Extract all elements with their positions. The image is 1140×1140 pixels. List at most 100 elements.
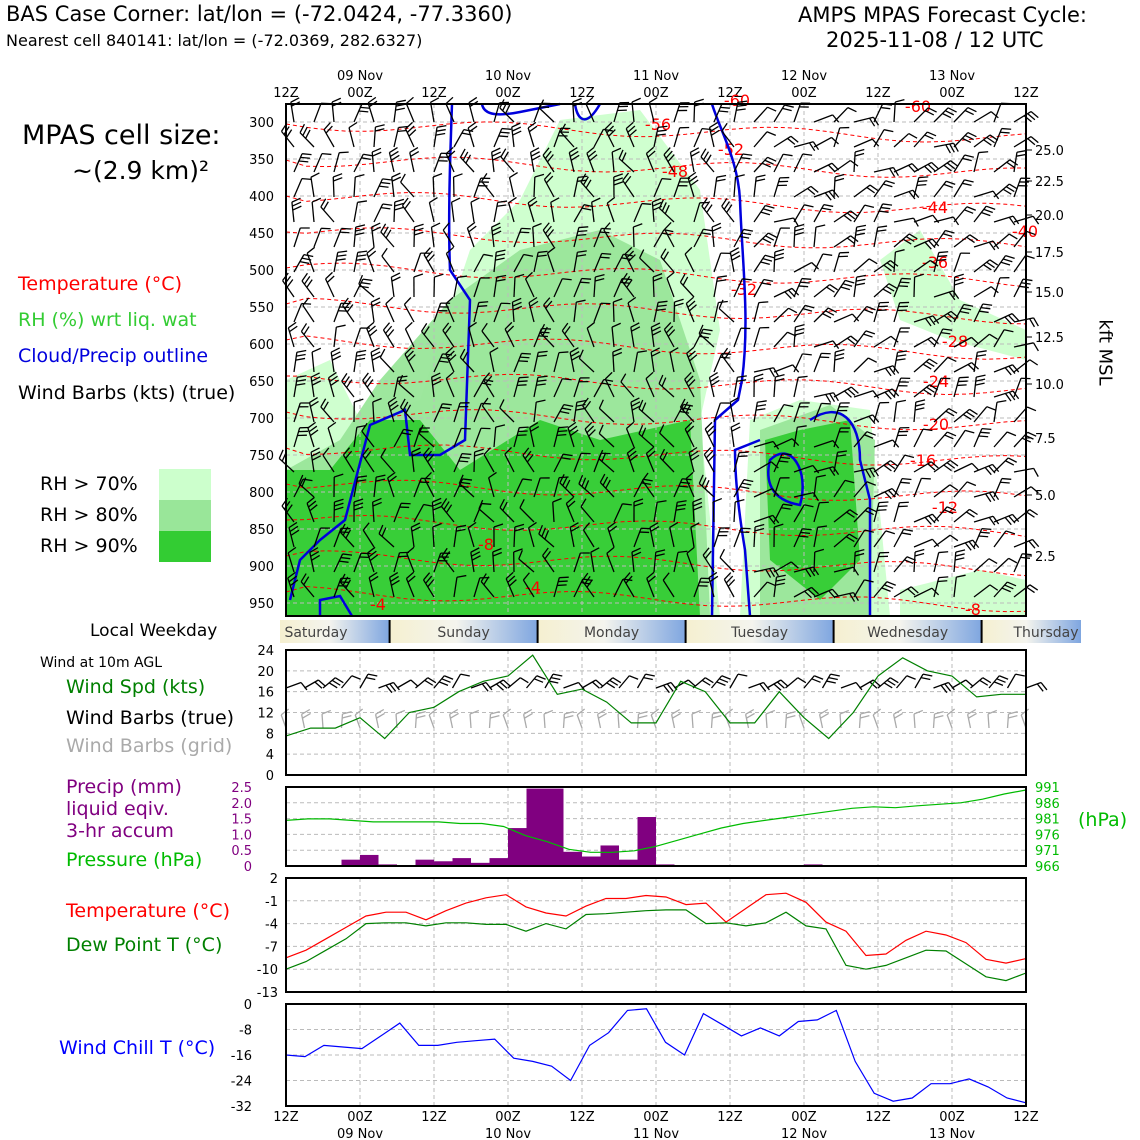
barb-staff — [313, 228, 322, 248]
barb-feather — [366, 321, 375, 329]
barb-feather — [523, 253, 534, 257]
barb-feather — [458, 474, 464, 484]
barb-feather — [495, 424, 506, 428]
barb-feather — [646, 146, 655, 154]
barb-feather — [394, 206, 404, 211]
cross-section-wind-barb — [543, 297, 555, 323]
barb-feather — [866, 481, 876, 486]
barb-feather — [828, 307, 838, 313]
barb-feather — [400, 173, 406, 183]
barb-feather — [762, 208, 773, 213]
barb-feather — [980, 431, 990, 434]
barb-feather — [296, 349, 307, 353]
cross-section-wind-barb — [613, 101, 630, 123]
barb-feather — [447, 150, 456, 158]
cross-section-wind-barb — [493, 302, 511, 323]
barb-feather — [969, 508, 978, 516]
barb-feather — [888, 283, 898, 289]
pressure-tick-label: 900 — [249, 560, 274, 575]
barb-staff — [563, 681, 579, 689]
barb-staff — [733, 177, 737, 198]
barb-feather — [329, 375, 338, 383]
barb-staff — [604, 378, 615, 398]
barb-feather — [369, 329, 378, 337]
barb-staff — [405, 103, 415, 123]
cross-section-wind-barb — [401, 197, 415, 223]
barb-feather — [502, 679, 511, 687]
cross-section-wind-barb — [513, 376, 529, 398]
barb-feather — [776, 681, 785, 689]
barb-feather — [404, 200, 411, 210]
barb-feather — [1029, 318, 1036, 328]
cross-section-wind-barb — [333, 151, 349, 173]
barb-feather — [531, 155, 541, 161]
barb-feather — [686, 346, 695, 354]
barb-feather — [512, 130, 522, 136]
barb-feather — [1033, 468, 1039, 477]
barb-feather — [561, 322, 569, 332]
barb-feather — [481, 172, 488, 182]
cross-section-wind-barb — [400, 173, 415, 198]
cross-section-wind-barb — [873, 501, 889, 523]
barb-feather — [462, 478, 473, 481]
cross-section-wind-barb — [793, 586, 819, 599]
barb-feather — [942, 233, 953, 237]
cross-section-wind-barb — [773, 227, 790, 248]
barb-staff — [659, 432, 675, 448]
cross-section-wind-barb — [718, 299, 735, 323]
cross-section-wind-barb — [370, 297, 381, 323]
cross-section-wind-barb — [1013, 317, 1039, 328]
cross-section-wind-barb — [933, 310, 959, 323]
barb-feather — [962, 137, 972, 144]
cross-section-wind-barb — [453, 478, 473, 498]
barb-feather — [924, 516, 932, 525]
cross-section-wind-barb — [813, 307, 838, 323]
cross-section-wind-barb — [723, 572, 736, 598]
barb-staff — [413, 504, 425, 523]
barb-feather — [867, 507, 877, 513]
wind-barb-grid — [522, 708, 533, 729]
barb-feather — [769, 568, 776, 578]
barb-staff — [1013, 467, 1034, 473]
barb-feather — [967, 708, 977, 715]
cross-section-wind-barb — [639, 249, 655, 273]
barb-feather — [584, 575, 591, 585]
cross-section-wind-barb — [973, 205, 996, 223]
barb-feather — [362, 522, 370, 531]
barb-feather — [306, 279, 313, 288]
barb-feather — [542, 326, 548, 336]
cross-section-wind-barb — [713, 174, 727, 198]
cross-section-wind-barb — [973, 303, 993, 323]
barb-feather — [353, 498, 364, 503]
barb-feather — [774, 256, 784, 261]
barb-feather — [357, 475, 368, 478]
cross-section-wind-barb — [689, 147, 700, 173]
barb-feather — [740, 156, 751, 160]
cross-section-wind-barb — [913, 176, 929, 198]
cross-section-wind-barb — [459, 348, 475, 373]
cross-section-wind-barb — [913, 107, 937, 123]
cross-section-wind-barb — [625, 421, 635, 448]
barb-feather — [964, 109, 974, 116]
wind-barb-true — [304, 679, 326, 689]
cross-section-wind-barb — [973, 558, 998, 573]
barb-feather — [427, 677, 437, 684]
barb-feather — [658, 300, 668, 304]
barb-feather — [678, 485, 689, 488]
barb-feather — [357, 200, 368, 203]
wind-barb-grid — [636, 711, 648, 729]
cross-section-wind-barb — [593, 274, 605, 298]
dewpoint-label: Dew Point T (°C) — [66, 934, 223, 956]
barb-feather — [613, 173, 623, 178]
cross-section-wind-barb — [499, 498, 515, 523]
barb-feather — [650, 347, 660, 353]
barb-feather — [512, 305, 523, 311]
barb-feather — [829, 284, 838, 291]
barb-feather — [835, 348, 845, 353]
cross-section-wind-barb — [933, 484, 959, 498]
barb-feather — [711, 222, 722, 228]
barb-feather — [371, 297, 381, 303]
wind-tick-label: 20 — [257, 665, 274, 680]
cross-section-wind-barb — [733, 498, 745, 523]
local-weekday-label: Local Weekday — [90, 621, 218, 641]
